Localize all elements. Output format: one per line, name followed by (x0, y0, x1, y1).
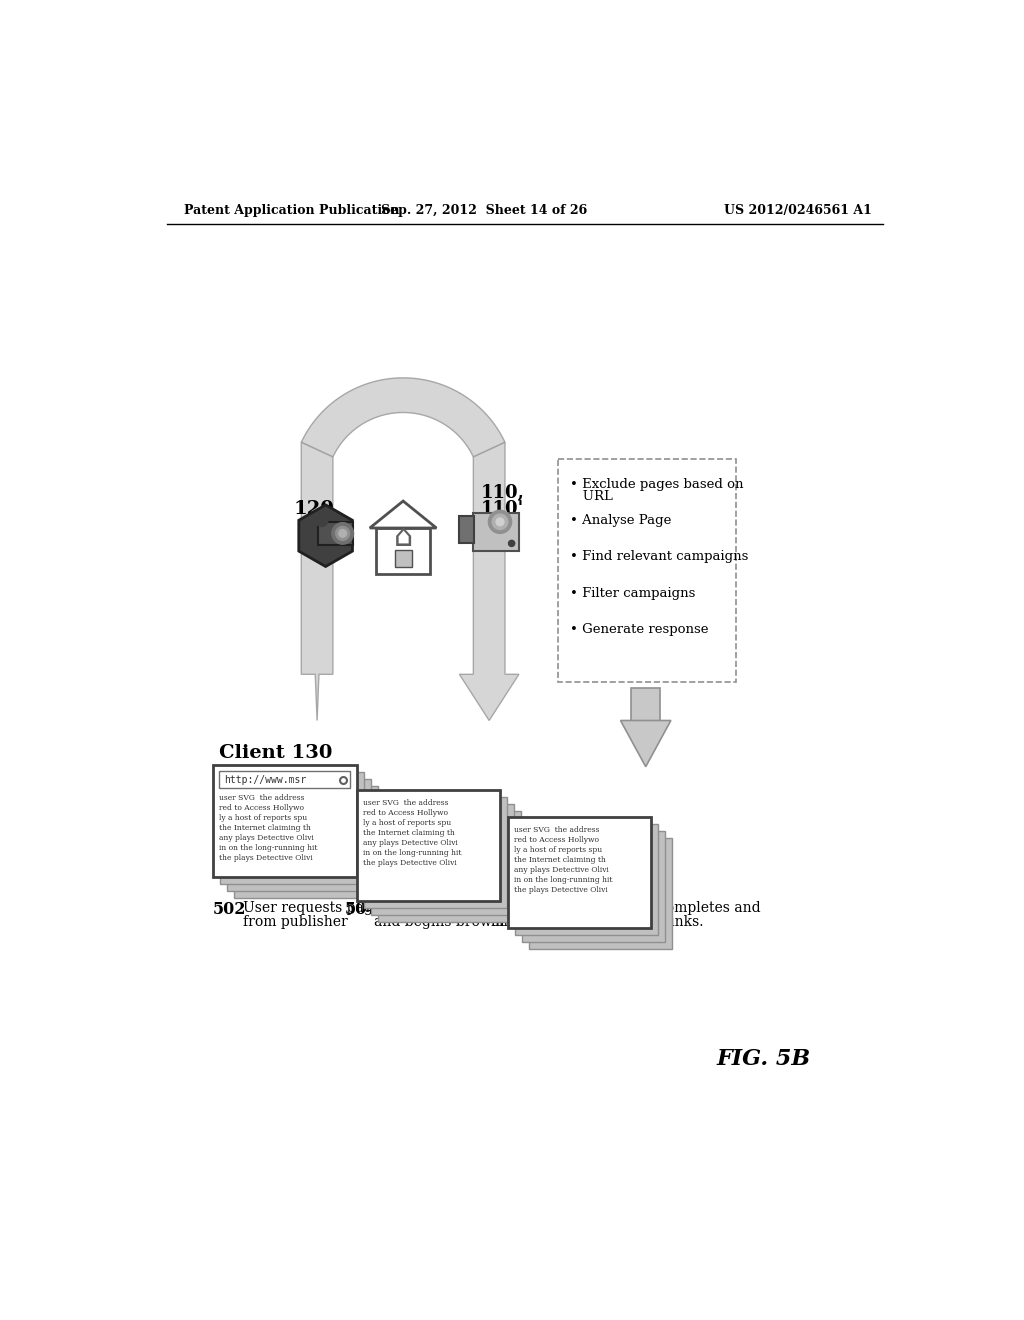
Text: and begins browsing: and begins browsing (375, 915, 522, 929)
Circle shape (315, 515, 328, 527)
FancyBboxPatch shape (371, 804, 514, 915)
Text: User requests page: User requests page (243, 902, 381, 916)
FancyBboxPatch shape (528, 837, 672, 949)
Polygon shape (301, 442, 333, 721)
FancyBboxPatch shape (376, 528, 430, 574)
Text: Analysis starts: Analysis starts (490, 902, 594, 916)
Polygon shape (370, 502, 436, 528)
Text: the plays Detective Olivi: the plays Detective Olivi (514, 886, 607, 894)
Text: 110': 110' (480, 500, 524, 517)
Text: • Generate response: • Generate response (569, 623, 709, 636)
Circle shape (496, 517, 504, 525)
Text: • Find relevant campaigns: • Find relevant campaigns (569, 550, 749, 564)
Text: user SVG  the address: user SVG the address (514, 826, 599, 834)
FancyBboxPatch shape (220, 772, 364, 884)
Text: • Exclude pages based on: • Exclude pages based on (569, 478, 743, 491)
Polygon shape (460, 442, 519, 721)
Text: user SVG  the address: user SVG the address (219, 795, 305, 803)
Text: the Internet claiming th: the Internet claiming th (514, 855, 606, 865)
Text: the plays Detective Olivi: the plays Detective Olivi (362, 859, 457, 867)
Text: any plays Detective Olivi: any plays Detective Olivi (362, 840, 458, 847)
Text: 506: 506 (461, 902, 495, 919)
Polygon shape (301, 378, 505, 457)
FancyBboxPatch shape (234, 785, 378, 898)
FancyBboxPatch shape (394, 549, 412, 566)
Text: Client 130: Client 130 (219, 743, 333, 762)
Text: http://www.msr: http://www.msr (224, 775, 306, 785)
Text: ly a host of reports spu: ly a host of reports spu (514, 846, 602, 854)
Text: 508: 508 (566, 902, 599, 919)
FancyBboxPatch shape (459, 516, 474, 544)
FancyBboxPatch shape (219, 771, 350, 788)
Text: ⌂: ⌂ (393, 523, 413, 552)
Circle shape (509, 540, 515, 546)
FancyBboxPatch shape (213, 766, 356, 876)
Circle shape (488, 511, 512, 533)
Text: Sep. 27, 2012  Sheet 14 of 26: Sep. 27, 2012 Sheet 14 of 26 (381, 205, 588, 218)
Circle shape (493, 513, 508, 529)
Polygon shape (621, 721, 671, 767)
Circle shape (339, 529, 346, 537)
FancyBboxPatch shape (521, 830, 665, 942)
Text: ly a host of reports spu: ly a host of reports spu (219, 814, 307, 822)
Polygon shape (299, 506, 352, 566)
FancyBboxPatch shape (558, 459, 736, 682)
Text: red to Access Hollywo: red to Access Hollywo (219, 804, 304, 812)
FancyBboxPatch shape (364, 797, 507, 908)
Text: URL: URL (569, 490, 612, 503)
FancyBboxPatch shape (227, 779, 371, 891)
FancyBboxPatch shape (356, 789, 500, 902)
Circle shape (336, 527, 349, 540)
Text: user SVG  the address: user SVG the address (362, 799, 449, 807)
Text: US 2012/0246561 A1: US 2012/0246561 A1 (724, 205, 872, 218)
Text: the plays Detective Olivi: the plays Detective Olivi (219, 854, 313, 862)
Text: red to Access Hollywo: red to Access Hollywo (362, 809, 447, 817)
Text: in on the long-running hit: in on the long-running hit (219, 845, 317, 853)
FancyBboxPatch shape (508, 817, 651, 928)
Text: Patent Application Publication: Patent Application Publication (183, 205, 399, 218)
Text: in on the long-running hit: in on the long-running hit (514, 876, 612, 884)
Text: 110,: 110, (480, 484, 524, 503)
Text: ly a host of reports spu: ly a host of reports spu (362, 818, 451, 828)
Text: red to Access Hollywo: red to Access Hollywo (514, 836, 599, 843)
Text: in the background: in the background (490, 915, 621, 929)
FancyBboxPatch shape (631, 688, 660, 721)
Text: 504: 504 (345, 902, 379, 919)
FancyBboxPatch shape (515, 824, 658, 936)
Text: any plays Detective Olivi: any plays Detective Olivi (219, 834, 314, 842)
Text: • Analyse Page: • Analyse Page (569, 515, 671, 527)
Text: Analysis completes and: Analysis completes and (595, 902, 761, 916)
Text: User receives page: User receives page (375, 902, 510, 916)
Text: the Internet claiming th: the Internet claiming th (219, 825, 311, 833)
Text: FIG. 5B: FIG. 5B (717, 1048, 811, 1071)
FancyBboxPatch shape (473, 512, 519, 552)
FancyBboxPatch shape (378, 810, 521, 923)
Text: the Internet claiming th: the Internet claiming th (362, 829, 455, 837)
Text: • Filter campaigns: • Filter campaigns (569, 586, 695, 599)
Circle shape (332, 523, 353, 544)
Text: user sees links.: user sees links. (595, 915, 703, 929)
Text: in on the long-running hit: in on the long-running hit (362, 849, 462, 857)
Text: any plays Detective Olivi: any plays Detective Olivi (514, 866, 609, 874)
Text: 120: 120 (293, 500, 334, 517)
FancyBboxPatch shape (317, 521, 352, 545)
Text: from publisher: from publisher (243, 915, 347, 929)
Text: 502: 502 (213, 902, 247, 919)
